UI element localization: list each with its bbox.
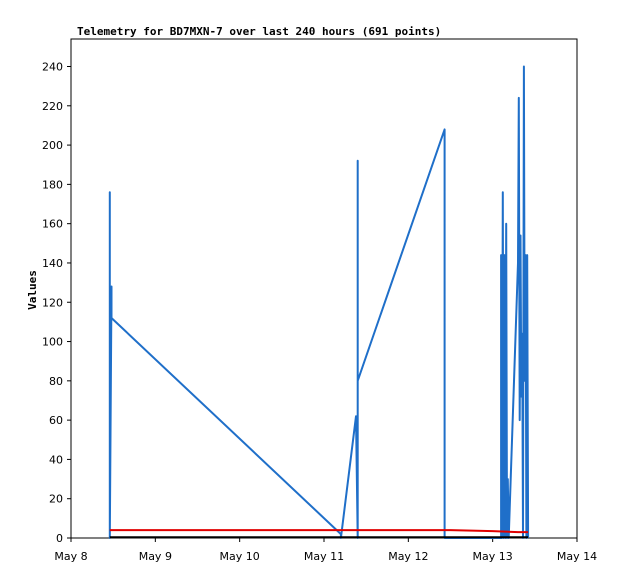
y-tick-label: 220 bbox=[42, 100, 63, 113]
chart-title: Telemetry for BD7MXN-7 over last 240 hou… bbox=[77, 25, 441, 38]
series-line-1 bbox=[109, 529, 529, 534]
y-tick-label: 40 bbox=[49, 453, 63, 466]
y-axis-label: Values bbox=[26, 270, 39, 310]
x-tick-label: May 10 bbox=[220, 550, 260, 563]
y-tick-label: 200 bbox=[42, 139, 63, 152]
y-tick-label: 20 bbox=[49, 493, 63, 506]
x-axis: May 8 May 9 May 10 May 11 May 12 May 13 May 14 bbox=[54, 538, 597, 563]
series-line-0 bbox=[108, 65, 530, 539]
y-tick-label: 140 bbox=[42, 257, 63, 270]
y-tick-label: 160 bbox=[42, 218, 63, 231]
x-tick-label: May 9 bbox=[139, 550, 172, 563]
y-tick-label: 180 bbox=[42, 178, 63, 191]
y-tick-label: 120 bbox=[42, 296, 63, 309]
y-axis: 0 20 40 60 80 100 120 140 160 180 200 220 240 bbox=[42, 61, 71, 545]
y-tick-label: 0 bbox=[56, 532, 63, 545]
y-tick-label: 240 bbox=[42, 61, 63, 74]
x-tick-label: May 14 bbox=[557, 550, 597, 563]
series-layer bbox=[108, 65, 530, 539]
x-tick-label: May 8 bbox=[54, 550, 87, 563]
y-tick-label: 80 bbox=[49, 375, 63, 388]
y-tick-label: 60 bbox=[49, 414, 63, 427]
y-tick-label: 100 bbox=[42, 336, 63, 349]
x-tick-label: May 12 bbox=[388, 550, 428, 563]
x-tick-label: May 11 bbox=[304, 550, 344, 563]
x-tick-label: May 13 bbox=[473, 550, 513, 563]
